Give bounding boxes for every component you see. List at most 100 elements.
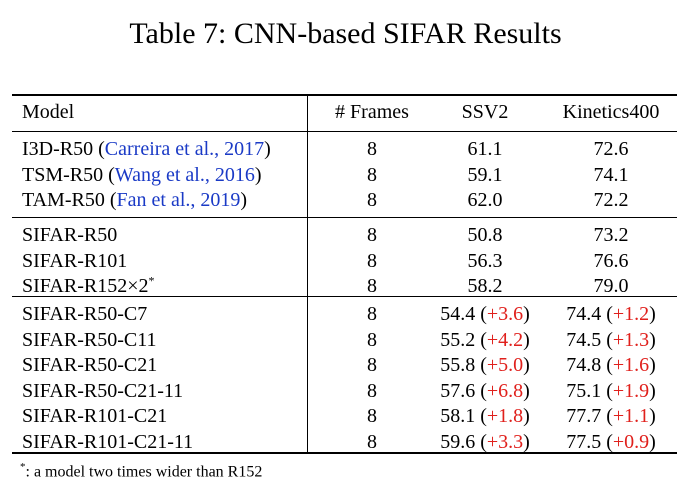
kinetics-delta: +1.6 (612, 354, 650, 376)
ssv2-delta: +6.8 (486, 379, 524, 402)
group-rule (12, 217, 677, 218)
model-name: SIFAR-R50-C7 (22, 303, 148, 325)
kinetics-delta: +1.3 (612, 328, 650, 351)
ssv2-cell: 59.1 (422, 162, 548, 188)
table-row: SIFAR-R50-C11 8 55.2 (+4.2) 74.5 (+1.3) (12, 327, 677, 353)
kinetics-cell: 76.6 (548, 248, 674, 274)
kinetics-value: 74.8 (566, 354, 602, 376)
kinetics-value: 72.6 (593, 138, 629, 160)
kinetics-delta: +0.9 (612, 430, 650, 453)
kinetics-value: 77.5 (566, 430, 602, 453)
model-cell: I3D-R50 (Carreira et al., 2017) (22, 138, 271, 160)
header-model: Model (22, 101, 75, 123)
column-divider (307, 96, 308, 452)
frames-cell: 8 (367, 249, 377, 272)
frames-cell: 8 (367, 275, 377, 297)
kinetics-cell: 74.4 (+1.2) (566, 303, 656, 325)
frames-cell: 8 (367, 303, 377, 325)
kinetics-value: 74.4 (566, 303, 602, 325)
model-cell: SIFAR-R50 (22, 222, 117, 248)
model-name: SIFAR-R50-C21-11 (22, 379, 184, 402)
footnote-mark: * (20, 461, 26, 473)
model-name: TAM-R50 (22, 189, 105, 211)
model-name: TSM-R50 (22, 163, 104, 186)
citation-link: Fan et al., 2019 (116, 189, 241, 211)
kinetics-value: 76.6 (593, 249, 629, 272)
frames-cell: 8 (367, 189, 377, 211)
ssv2-delta: +5.0 (486, 354, 524, 376)
frames-cell: 8 (367, 379, 377, 402)
frames-cell: 8 (367, 430, 377, 453)
kinetics-cell: 74.8 (+1.6) (566, 354, 656, 376)
ssv2-delta: +3.3 (486, 430, 524, 453)
frames-cell: 8 (367, 405, 377, 427)
frames-cell: 8 (367, 354, 377, 376)
citation-link: Wang et al., 2016 (114, 163, 255, 186)
ssv2-cell: 59.6 (+3.3) (440, 430, 530, 453)
kinetics-delta: +1.9 (612, 379, 650, 402)
table-row: SIFAR-R50-C7 8 54.4 (+3.6) 74.4 (+1.2) (12, 301, 677, 327)
ssv2-value: 61.1 (467, 138, 503, 160)
ssv2-value: 58.2 (467, 275, 503, 297)
frames-cell: 8 (367, 328, 377, 351)
kinetics-value: 79.0 (593, 275, 629, 297)
kinetics-value: 74.1 (593, 163, 629, 186)
ssv2-delta: +3.6 (486, 303, 524, 325)
table-row: I3D-R50 (Carreira et al., 2017) 8 61.1 72.6 (12, 136, 677, 162)
table-row: TSM-R50 (Wang et al., 2016) 8 59.1 74.1 (12, 162, 677, 188)
frames-cell: 8 (367, 138, 377, 160)
ssv2-cell: 54.4 (+3.6) (440, 303, 530, 325)
kinetics-cell: 72.6 (548, 136, 674, 162)
ssv2-value: 56.3 (467, 249, 503, 272)
kinetics-value: 77.7 (566, 405, 602, 427)
model-cell: SIFAR-R50-C7 (22, 301, 147, 327)
kinetics-delta: +1.1 (612, 405, 650, 427)
table-row: SIFAR-R101-C21 8 58.1 (+1.8) 77.7 (+1.1) (12, 403, 677, 429)
header-kinetics: Kinetics400 (562, 101, 660, 123)
ssv2-cell: 61.1 (422, 136, 548, 162)
citation-link: Carreira et al., 2017 (104, 138, 265, 160)
kinetics-delta: +1.2 (612, 303, 650, 325)
top-rule (12, 94, 677, 96)
kinetics-cell: 73.2 (548, 222, 674, 248)
model-cell: SIFAR-R50-C21-11 (22, 378, 183, 404)
ssv2-cell: 58.2 (422, 273, 548, 299)
kinetics-value: 72.2 (593, 189, 629, 211)
header-frames: # Frames (335, 101, 409, 123)
model-cell: TAM-R50 (Fan et al., 2019) (22, 189, 248, 211)
model-cell: SIFAR-R101-C21-11 (22, 429, 193, 455)
table-row: TAM-R50 (Fan et al., 2019) 8 62.0 72.2 (12, 187, 677, 213)
ssv2-value: 57.6 (440, 379, 476, 402)
model-name: SIFAR-R50-C11 (22, 328, 157, 351)
model-name: SIFAR-R50-C21 (22, 354, 158, 376)
kinetics-cell: 77.5 (+0.9) (566, 430, 656, 453)
kinetics-value: 73.2 (593, 224, 629, 246)
ssv2-value: 54.4 (440, 303, 476, 325)
table-title: Table 7: CNN-based SIFAR Results (129, 17, 562, 50)
table-row: SIFAR-R50-C21 8 55.8 (+5.0) 74.8 (+1.6) (12, 352, 677, 378)
footnote-text: : a model two times wider than R152 (25, 463, 263, 481)
kinetics-cell: 74.1 (548, 162, 674, 188)
table-row: SIFAR-R101-C21-11 8 59.6 (+3.3) 77.5 (+0.9) (12, 429, 677, 455)
kinetics-value: 75.1 (566, 379, 602, 402)
model-name: SIFAR-R50 (22, 224, 118, 246)
model-name: SIFAR-R101-C21-11 (22, 430, 194, 453)
ssv2-cell: 50.8 (422, 222, 548, 248)
header-row: Model # Frames SSV2 Kinetics400 (12, 99, 677, 125)
table-row: SIFAR-R50-C21-11 8 57.6 (+6.8) 75.1 (+1.9) (12, 378, 677, 404)
ssv2-value: 50.8 (467, 224, 503, 246)
ssv2-delta: +1.8 (486, 405, 524, 427)
kinetics-cell: 74.5 (+1.3) (566, 328, 656, 351)
model-cell: SIFAR-R50-C21 (22, 352, 157, 378)
model-cell: SIFAR-R50-C11 (22, 327, 156, 353)
model-cell: SIFAR-R101-C21 (22, 403, 167, 429)
model-cell: TSM-R50 (Wang et al., 2016) (22, 163, 262, 186)
ssv2-cell: 55.8 (+5.0) (440, 354, 530, 376)
frames-cell: 8 (367, 224, 377, 246)
ssv2-value: 55.8 (440, 354, 476, 376)
kinetics-cell: 77.7 (+1.1) (566, 405, 656, 427)
model-name: SIFAR-R101 (22, 249, 128, 272)
ssv2-cell: 57.6 (+6.8) (440, 379, 530, 402)
ssv2-cell: 55.2 (+4.2) (440, 328, 530, 351)
model-name: I3D-R50 (22, 138, 94, 160)
